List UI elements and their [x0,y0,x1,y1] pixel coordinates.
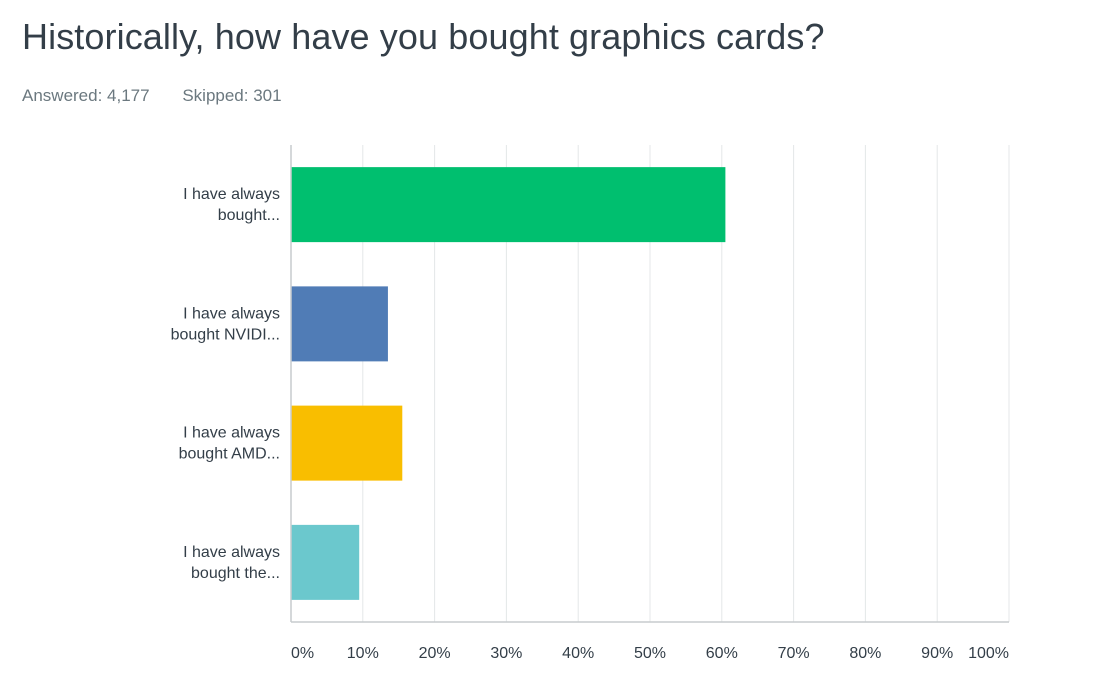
x-tick-label: 40% [562,645,594,662]
category-label-line: I have always [183,305,280,322]
category-label-3: I have always bought AMD... [179,425,280,463]
category-label-4: I have always bought the... [183,544,280,582]
x-tick-label: 10% [347,645,379,662]
category-label-line: bought... [218,207,280,224]
bar-4[interactable] [291,524,360,600]
answered-count: Answered: 4,177 [22,86,150,105]
bar-1[interactable] [291,167,726,243]
x-tick-label: 90% [921,645,953,662]
x-tick-label: 70% [778,645,810,662]
x-tick-label: 30% [490,645,522,662]
bar-2[interactable] [291,286,388,362]
x-tick-label: 100% [968,645,1009,662]
skipped-count: Skipped: 301 [182,86,282,105]
category-label-line: bought the... [191,565,280,582]
x-tick-label: 80% [849,645,881,662]
category-labels: I have always bought... I have always bough… [171,186,280,582]
category-label-line: I have always [183,186,280,203]
category-label-2: I have always bought NVIDI... [171,305,280,343]
axes [290,145,1009,623]
category-label-line: bought NVIDI... [171,326,280,343]
category-label-line: I have always [183,425,280,442]
question-title: Historically, how have you bought graphi… [22,16,825,57]
tick-labels: 0% 10% 20% 30% 40% 50% 60% 70% 80% 90% 100% [291,645,1009,662]
x-tick-label: 60% [706,645,738,662]
x-tick-label: 50% [634,645,666,662]
response-stats: Answered: 4,177 Skipped: 301 [22,86,282,106]
category-label-line: I have always [183,544,280,561]
bar-3[interactable] [291,405,403,481]
x-tick-label: 20% [419,645,451,662]
bars [291,167,726,600]
category-label-1: I have always bought... [183,186,280,224]
category-label-line: bought AMD... [179,446,280,463]
x-tick-label: 0% [291,645,314,662]
